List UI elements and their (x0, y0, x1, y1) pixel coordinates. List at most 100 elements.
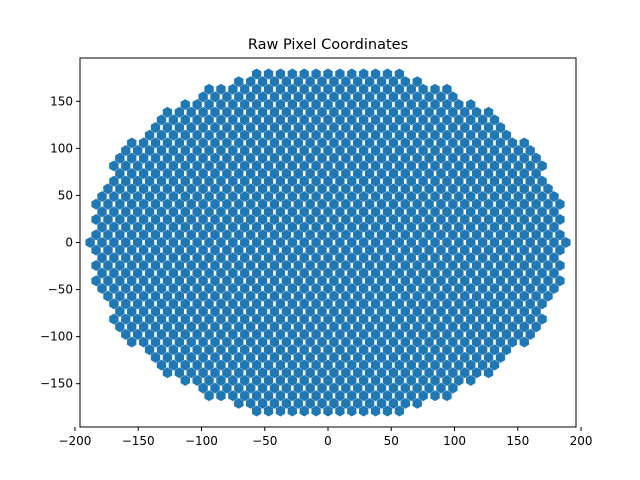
data-point (382, 329, 393, 340)
data-point (138, 244, 149, 256)
data-point (234, 275, 244, 287)
data-point (311, 405, 321, 417)
data-point (133, 237, 143, 248)
data-point (466, 99, 476, 110)
data-point (210, 198, 220, 210)
data-point (168, 283, 179, 294)
data-point (293, 382, 303, 394)
data-point (370, 283, 381, 294)
data-point (376, 214, 387, 225)
data-point (466, 283, 476, 294)
data-point (359, 375, 369, 386)
data-point (269, 306, 280, 317)
data-point (240, 344, 250, 356)
data-point (448, 382, 458, 394)
data-point (269, 168, 280, 179)
data-point (97, 283, 107, 294)
data-point (228, 359, 238, 371)
data-point (364, 137, 375, 149)
data-point (323, 129, 333, 141)
data-point (156, 313, 167, 325)
data-point (388, 260, 399, 271)
data-point (347, 359, 357, 371)
data-point (359, 329, 369, 340)
data-point (156, 252, 167, 264)
data-point (412, 260, 422, 271)
data-point (127, 168, 137, 179)
data-point (448, 106, 458, 118)
data-point (555, 275, 565, 287)
data-point (317, 321, 327, 333)
data-point (311, 313, 321, 325)
data-point (246, 137, 256, 149)
data-point (240, 191, 250, 202)
data-point (168, 145, 179, 156)
data-point (454, 344, 464, 356)
data-point (257, 352, 268, 363)
data-point (537, 298, 547, 310)
data-point (376, 229, 387, 241)
data-point (388, 336, 399, 348)
data-point (359, 283, 369, 294)
data-point (180, 344, 190, 356)
data-point (477, 145, 488, 156)
data-point (442, 145, 452, 156)
data-point (412, 214, 422, 225)
data-point (234, 229, 244, 241)
data-point (495, 152, 506, 164)
data-point (251, 375, 262, 386)
data-point (418, 283, 428, 294)
data-point (275, 313, 286, 325)
data-point (198, 244, 208, 256)
data-point (305, 244, 315, 256)
data-point (323, 405, 333, 417)
data-point (501, 329, 512, 340)
data-point (275, 160, 286, 172)
data-point (370, 175, 381, 187)
data-point (115, 229, 125, 241)
data-point (400, 183, 410, 195)
data-point (507, 214, 518, 225)
data-point (251, 267, 262, 279)
data-point (370, 390, 381, 402)
data-point (448, 290, 458, 302)
data-point (299, 145, 309, 156)
data-point (430, 175, 440, 187)
data-point (299, 206, 309, 218)
data-point (287, 298, 297, 310)
data-point (281, 122, 292, 133)
data-point (448, 352, 458, 363)
data-point (335, 298, 345, 310)
data-point (442, 114, 452, 126)
data-point (466, 252, 476, 264)
data-point (364, 367, 375, 379)
data-point (174, 183, 184, 195)
data-point (222, 152, 232, 164)
data-point (287, 405, 297, 417)
data-point (519, 306, 529, 317)
data-point (543, 229, 553, 241)
data-point (359, 68, 369, 80)
data-point (483, 290, 494, 302)
data-point (210, 122, 220, 133)
data-point (216, 359, 226, 371)
data-point (311, 375, 321, 386)
data-point (275, 283, 286, 294)
data-point (287, 83, 297, 95)
data-point (91, 198, 101, 210)
data-point (287, 359, 297, 371)
data-point (257, 321, 268, 333)
data-point (251, 359, 262, 371)
data-point (531, 306, 541, 317)
data-point (216, 145, 226, 156)
data-point (430, 221, 440, 233)
data-point (513, 313, 523, 325)
data-point (168, 221, 179, 233)
data-point (287, 191, 297, 202)
data-point (347, 175, 357, 187)
data-point (472, 183, 482, 195)
data-point (495, 229, 506, 241)
data-point (198, 106, 208, 118)
data-point (466, 129, 476, 141)
data-point (513, 160, 523, 172)
